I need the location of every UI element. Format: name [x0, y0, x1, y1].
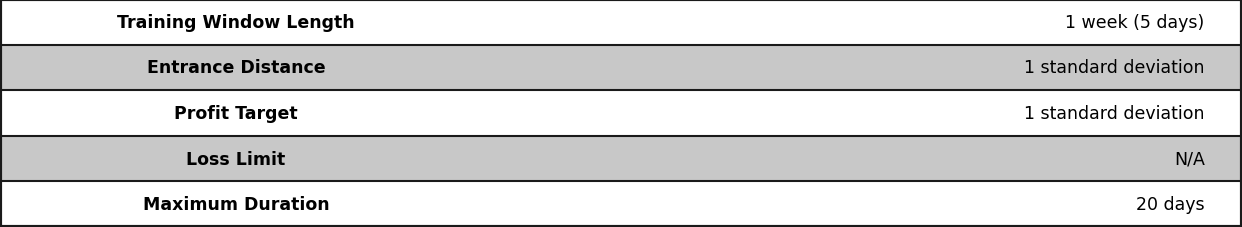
Text: Maximum Duration: Maximum Duration — [143, 195, 329, 213]
Bar — [0, 136, 1242, 182]
Text: 20 days: 20 days — [1136, 195, 1205, 213]
Text: 1 standard deviation: 1 standard deviation — [1025, 59, 1205, 77]
Bar — [0, 91, 1242, 136]
Text: 1 week (5 days): 1 week (5 days) — [1066, 14, 1205, 32]
Text: Loss Limit: Loss Limit — [186, 150, 286, 168]
Text: 1 standard deviation: 1 standard deviation — [1025, 105, 1205, 122]
Text: N/A: N/A — [1174, 150, 1205, 168]
Text: Entrance Distance: Entrance Distance — [147, 59, 325, 77]
Bar — [0, 182, 1242, 227]
Text: Training Window Length: Training Window Length — [117, 14, 355, 32]
Bar — [0, 0, 1242, 45]
Text: Profit Target: Profit Target — [174, 105, 298, 122]
Bar — [0, 45, 1242, 91]
